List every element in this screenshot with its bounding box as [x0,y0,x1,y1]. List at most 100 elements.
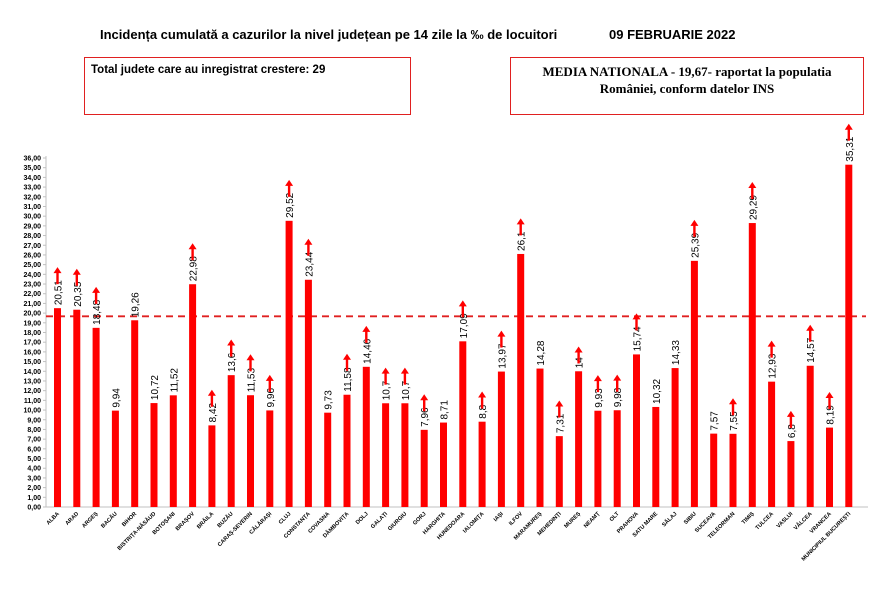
bar-28 [575,371,583,507]
bar-16 [343,394,351,507]
value-label-9: 8,42 [208,402,219,422]
value-label-6: 10,72 [150,375,161,400]
y-tick-label: 19,00 [23,320,41,327]
bar-41 [826,427,833,507]
value-label-15: 9,73 [324,390,335,410]
value-label-39: 6,8 [787,424,798,438]
value-label-37: 29,29 [748,195,759,220]
increase-arrowhead-36 [729,398,737,405]
bar-37 [748,223,756,507]
category-label-9: BRĂILA [195,510,215,530]
increase-arrowhead-18 [381,367,390,374]
increase-arrowhead-14 [304,238,313,245]
bar-7 [169,395,177,507]
category-label-38: TULCEA [755,511,775,531]
value-label-31: 15,74 [633,326,644,351]
bar-31 [633,354,640,507]
y-tick-label: 13,00 [23,378,41,385]
increase-summary-box: Total judete care au inregistrat crester… [84,57,411,115]
bar-12 [266,410,274,507]
y-tick-label: 5,00 [27,456,41,463]
bar-40 [806,365,814,507]
y-tick-label: 4,00 [27,466,41,473]
value-label-42: 35,31 [845,136,856,161]
y-tick-label: 12,00 [23,388,41,395]
bar-32 [652,406,660,507]
increase-arrowhead-28 [574,346,583,353]
category-label-23: IALOMIȚA [462,511,485,534]
report-date: 09 FEBRUARIE 2022 [609,27,736,42]
bar-14 [304,279,312,507]
bar-6 [150,403,158,507]
value-label-30: 9,98 [613,387,624,407]
bar-8 [189,284,197,507]
category-label-13: CLUJ [278,511,293,526]
value-label-26: 14,28 [536,340,547,365]
value-label-5: 19,26 [131,292,142,317]
value-label-22: 17,09 [459,313,470,338]
category-label-34: SIBIU [683,511,698,526]
category-label-28: MUREȘ [563,511,582,530]
category-label-17: DOLJ [355,511,370,526]
increase-arrowhead-31 [632,313,641,320]
category-label-37: TIMIȘ [741,511,756,526]
y-tick-label: 31,00 [23,204,41,211]
value-label-23: 8,8 [478,404,489,418]
increase-arrowhead-3 [92,286,101,293]
y-tick-label: 9,00 [27,417,41,424]
value-label-12: 9,96 [266,388,277,408]
increase-arrowhead-38 [767,340,776,347]
category-label-1: ALBA [46,511,61,526]
category-label-19: GIURGIU [387,511,408,532]
category-label-4: BACĂU [100,510,119,529]
bar-1 [54,308,61,507]
category-label-24: IAȘI [493,511,505,523]
y-tick-label: 17,00 [23,340,41,347]
value-label-36: 7,55 [729,411,740,431]
y-tick-label: 21,00 [23,301,41,308]
y-tick-label: 33,00 [23,185,41,192]
bar-3 [92,327,100,507]
y-tick-label: 15,00 [23,359,41,366]
y-tick-label: 0,00 [27,505,41,512]
increase-arrowhead-16 [343,353,351,360]
value-label-27: 7,31 [555,413,566,433]
value-label-28: 14 [575,357,586,369]
bar-20 [420,429,428,507]
bar-13 [285,220,293,507]
increase-arrowhead-29 [593,375,602,382]
value-label-2: 20,35 [73,281,84,306]
bar-24 [497,371,505,507]
national-average-box: MEDIA NATIONALA - 19,67- raportat la pop… [510,57,864,115]
category-label-29: NEAMȚ [583,511,602,530]
value-label-40: 14,57 [806,337,817,362]
y-tick-label: 36,00 [23,156,41,163]
increase-arrowhead-8 [188,243,197,250]
bar-29 [594,410,602,507]
bar-42 [845,164,853,508]
category-label-20: GORJ [412,511,427,526]
bar-27 [555,436,563,507]
category-label-5: BIHOR [121,511,138,528]
y-tick-label: 23,00 [23,282,41,289]
increase-arrowhead-23 [478,391,487,398]
increase-arrowhead-19 [400,367,409,374]
increase-arrowhead-24 [497,330,506,337]
y-tick-label: 11,00 [24,398,41,405]
y-tick-label: 32,00 [23,194,41,201]
category-label-2: ARAD [65,511,81,527]
bar-19 [401,403,409,507]
y-tick-label: 26,00 [23,252,41,259]
value-label-7: 11,52 [169,368,180,393]
value-label-25: 26,1 [517,231,528,251]
category-label-3: ARGEȘ [81,511,99,529]
bar-18 [382,403,390,507]
bar-15 [324,412,332,507]
increase-arrowhead-34 [690,219,699,226]
value-label-10: 13,6 [227,352,238,372]
increase-arrowhead-39 [786,410,795,417]
national-average-line-1: MEDIA NATIONALA - 19,67- raportat la pop… [542,64,832,79]
bar-9 [208,425,216,507]
y-tick-label: 8,00 [27,427,41,434]
value-label-35: 7,57 [710,411,721,431]
